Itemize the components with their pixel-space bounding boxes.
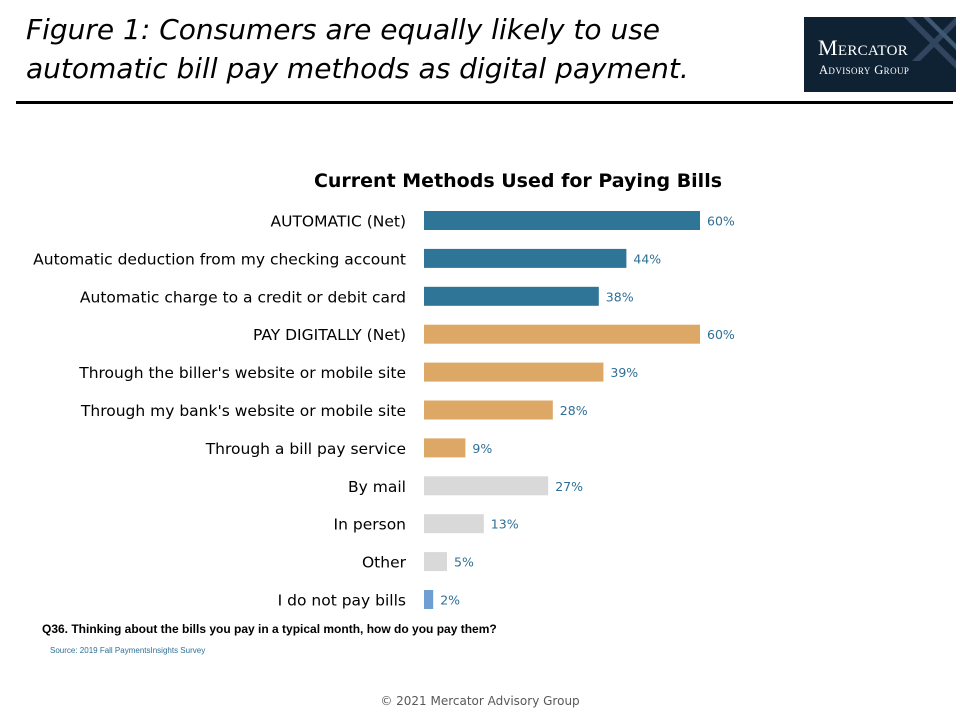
category-label: Automatic deduction from my checking acc… xyxy=(33,250,406,268)
copyright: © 2021 Mercator Advisory Group xyxy=(380,694,580,708)
bar xyxy=(424,362,604,382)
category-label: In person xyxy=(334,516,406,534)
value-label: 27% xyxy=(555,479,583,494)
bar xyxy=(424,324,700,344)
category-label: By mail xyxy=(348,478,406,496)
value-label: 28% xyxy=(560,403,588,418)
bar xyxy=(424,514,484,534)
bar xyxy=(424,248,627,268)
bars-group: AUTOMATIC (Net) 60% Automatic deduction fr… xyxy=(33,211,735,610)
logo-line-2: Advisory Group xyxy=(819,63,910,77)
category-label: Automatic charge to a credit or debit ca… xyxy=(80,288,406,306)
bar xyxy=(424,400,553,420)
category-label: I do not pay bills xyxy=(278,592,406,610)
value-label: 2% xyxy=(440,593,460,608)
value-label: 9% xyxy=(472,441,492,456)
bar xyxy=(424,438,466,458)
value-label: 5% xyxy=(454,555,474,570)
bar xyxy=(424,552,447,572)
value-label: 13% xyxy=(491,517,519,532)
category-label: AUTOMATIC (Net) xyxy=(271,213,406,231)
category-label: PAY DIGITALLY (Net) xyxy=(253,326,406,344)
category-label: Through a bill pay service xyxy=(205,440,406,458)
source-note: Source: 2019 Fall PaymentsInsights Surve… xyxy=(50,646,206,655)
bar xyxy=(424,590,434,609)
category-label: Other xyxy=(362,554,407,572)
figure-title: Figure 1: Consumers are equally likely t… xyxy=(26,13,689,85)
title-divider xyxy=(16,101,953,104)
chart-title: Current Methods Used for Paying Bills xyxy=(314,170,722,192)
value-label: 39% xyxy=(610,365,638,380)
category-label: Through my bank's website or mobile site xyxy=(80,402,406,420)
survey-question: Q36. Thinking about the bills you pay in… xyxy=(42,622,497,636)
value-label: 44% xyxy=(633,251,661,266)
value-label: 38% xyxy=(606,289,634,304)
logo-x-mark-icon xyxy=(904,17,956,69)
value-label: 60% xyxy=(707,327,735,342)
category-label: Through the biller's website or mobile s… xyxy=(78,364,406,382)
bar xyxy=(424,476,549,496)
bar xyxy=(424,286,599,306)
logo-line-1: Mercator xyxy=(818,35,909,60)
value-label: 60% xyxy=(707,214,735,229)
bar xyxy=(424,211,700,230)
mercator-logo: Mercator Advisory Group xyxy=(804,17,956,92)
